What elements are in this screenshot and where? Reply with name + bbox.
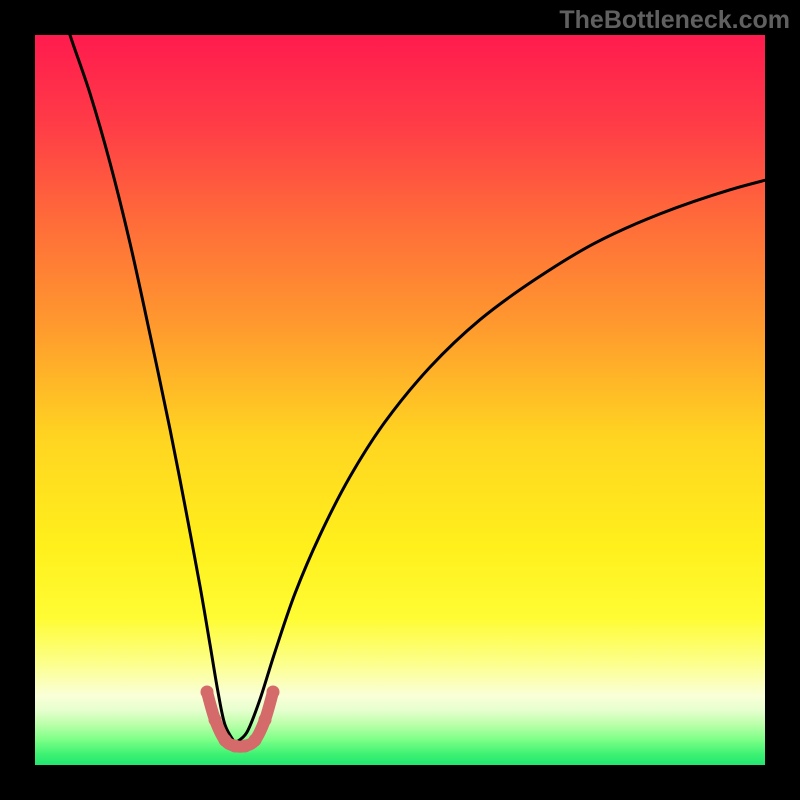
bottleneck-chart [0, 0, 800, 800]
marker-dot [209, 713, 222, 726]
watermark-text: TheBottleneck.com [559, 6, 790, 35]
marker-dot [201, 686, 214, 699]
marker-dot [259, 713, 272, 726]
marker-dot [249, 734, 262, 747]
marker-dot [267, 686, 280, 699]
